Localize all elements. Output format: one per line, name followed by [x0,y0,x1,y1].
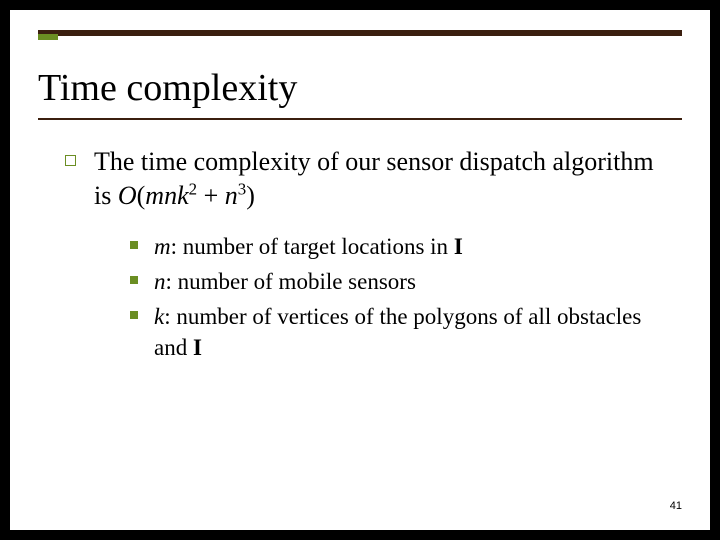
desc: number of target locations in [183,234,454,259]
exp-2: 2 [189,179,197,198]
filled-square-bullet-icon [130,311,138,319]
term-k: k [177,181,189,210]
decorative-top-bar [38,30,682,36]
term-n: n [164,181,177,210]
sub-point-text: k: number of vertices of the polygons of… [154,301,670,363]
bullet-level2: k: number of vertices of the polygons of… [130,301,670,363]
bullet-level2: m: number of target locations in I [130,231,670,262]
var-k: k [154,304,164,329]
plus: + [197,181,225,210]
sep: : [171,234,183,259]
open-square-bullet-icon [65,155,76,166]
sub-point-text: m: number of target locations in I [154,231,463,262]
term-m: m [145,181,164,210]
var-n: n [154,269,166,294]
sub-point-text: n: number of mobile sensors [154,266,416,297]
content-area: The time complexity of our sensor dispat… [65,145,670,367]
region-I: I [193,335,202,360]
desc: number of mobile sensors [178,269,416,294]
region-I: I [454,234,463,259]
slide: Time complexity The time complexity of o… [10,10,710,530]
bullet-level1: The time complexity of our sensor dispat… [65,145,670,213]
filled-square-bullet-icon [130,276,138,284]
sub-bullet-group: m: number of target locations in I n: nu… [130,231,670,363]
bigO: O [118,181,137,210]
sep: : [166,269,178,294]
desc: number of vertices of the polygons of al… [154,304,641,360]
filled-square-bullet-icon [130,241,138,249]
term-n3: n [225,181,238,210]
exp-3: 3 [238,179,246,198]
var-m: m [154,234,171,259]
slide-title: Time complexity [38,66,297,110]
page-number: 41 [670,500,682,512]
bullet-level2: n: number of mobile sensors [130,266,670,297]
sep: : [164,304,176,329]
title-underline [38,118,682,120]
close-paren: ) [246,181,255,210]
main-point-text: The time complexity of our sensor dispat… [94,145,670,213]
